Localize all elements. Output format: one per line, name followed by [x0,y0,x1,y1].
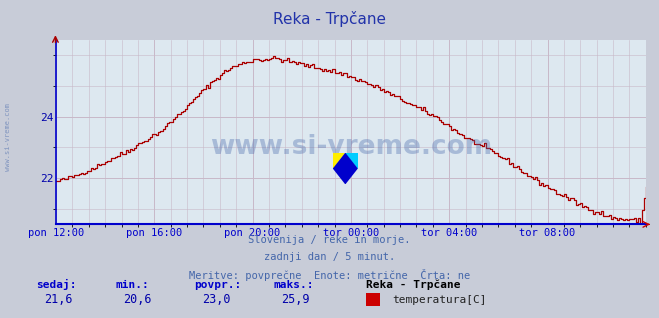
Text: Slovenija / reke in morje.: Slovenija / reke in morje. [248,235,411,245]
Polygon shape [333,153,358,184]
Polygon shape [333,153,345,169]
Polygon shape [345,153,358,169]
Text: Reka - Trpčane: Reka - Trpčane [366,279,460,290]
Text: www.si-vreme.com: www.si-vreme.com [5,103,11,171]
Text: sedaj:: sedaj: [36,279,76,290]
Text: povpr.:: povpr.: [194,280,242,290]
Text: 20,6: 20,6 [123,293,152,306]
Text: www.si-vreme.com: www.si-vreme.com [210,134,492,160]
Text: zadnji dan / 5 minut.: zadnji dan / 5 minut. [264,252,395,262]
Text: 21,6: 21,6 [44,293,72,306]
Text: min.:: min.: [115,280,149,290]
Text: 25,9: 25,9 [281,293,310,306]
Text: 23,0: 23,0 [202,293,231,306]
Text: Meritve: povprečne  Enote: metrične  Črta: ne: Meritve: povprečne Enote: metrične Črta:… [189,269,470,281]
Text: temperatura[C]: temperatura[C] [392,295,486,305]
Text: maks.:: maks.: [273,280,314,290]
Text: Reka - Trpčane: Reka - Trpčane [273,11,386,27]
